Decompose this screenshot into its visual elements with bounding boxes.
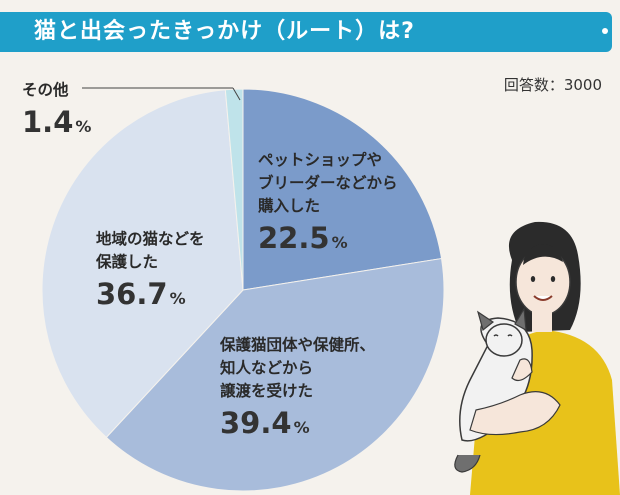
slice-purchased (242, 88, 443, 291)
slice-adopted-label-line: 保護猫団体や保健所、 (219, 335, 375, 354)
title-bar: 猫と出会ったきっかけ（ルート）は? (0, 12, 612, 52)
pie-slices (41, 88, 445, 492)
slice-purchased-label-line: ブリーダーなどから (258, 173, 398, 192)
slice-rescued-label-line: 保護した (95, 252, 158, 271)
slice-rescued-unit: % (170, 289, 186, 308)
slice-rescued-value: 36.7% (96, 277, 186, 311)
slice-other-value: 1.4% (22, 105, 91, 139)
slice-purchased-unit: % (332, 233, 348, 252)
slice-rescued (41, 89, 244, 439)
chart-title: 猫と出会ったきっかけ（ルート）は? (34, 19, 415, 44)
slice-rescued-label-line: 地域の猫などを (96, 229, 205, 248)
title-decoration-dot (602, 28, 608, 34)
slice-adopted-label-line: 譲渡を受けた (220, 381, 313, 400)
slice-other-unit: % (75, 117, 91, 136)
slice-purchased-label-line: ペットショップや (258, 150, 382, 169)
woman-with-cat-illustration (454, 221, 620, 495)
slice-adopted-label-line: 知人などから (220, 358, 313, 377)
slice-purchased-label-line: 購入した (257, 197, 320, 215)
slice-adopted (105, 257, 445, 492)
slice-other-label-line: その他 (22, 80, 69, 99)
slice-adopted-unit: % (294, 418, 310, 437)
respondent-count: 回答数：3000 (503, 76, 602, 94)
other-leader-tick (232, 87, 241, 101)
